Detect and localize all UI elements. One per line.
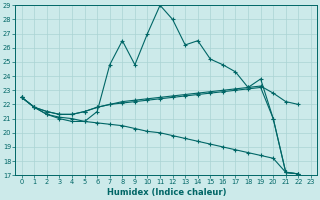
X-axis label: Humidex (Indice chaleur): Humidex (Indice chaleur) — [107, 188, 226, 197]
